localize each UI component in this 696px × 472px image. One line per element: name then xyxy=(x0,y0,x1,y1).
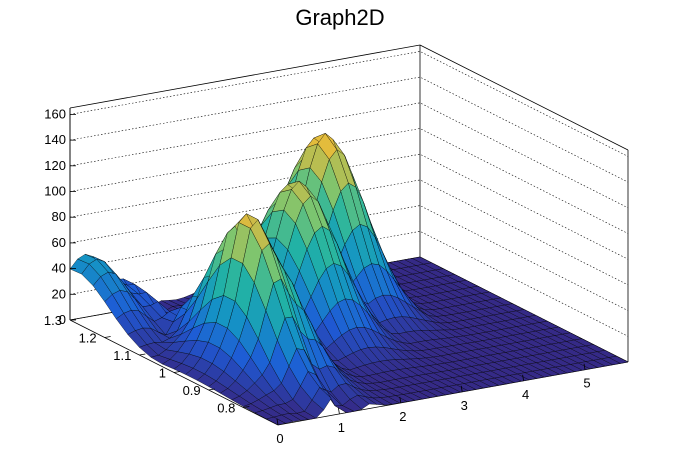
z-tick-label: 80 xyxy=(52,209,66,224)
y-tick xyxy=(173,371,181,373)
y-tick xyxy=(208,388,215,391)
x-tick-label: 2 xyxy=(399,409,406,424)
z-tick-label: 20 xyxy=(52,286,66,301)
z-tick-label: 140 xyxy=(44,132,66,147)
x-tick xyxy=(522,374,525,381)
y-tick-label: 1.1 xyxy=(113,348,131,363)
x-tick xyxy=(583,363,586,370)
surface-plot xyxy=(69,132,629,426)
chart-title: Graph2D xyxy=(295,5,384,30)
x-tick xyxy=(338,407,340,415)
y-tick-label: 0.8 xyxy=(217,401,235,416)
x-tick-label: 1 xyxy=(338,420,345,435)
surface-cell xyxy=(608,356,629,364)
x-tick-label: 4 xyxy=(522,387,529,402)
x-tick xyxy=(399,396,402,403)
y-tick-label: 1.2 xyxy=(79,331,97,346)
y-tick xyxy=(104,336,111,338)
z-axis: 0 20 40 60 80 100 120 140 160 xyxy=(44,106,76,327)
y-axis: 0.8 0.9 1 1.1 1.2 1.3 xyxy=(44,313,250,416)
x-tick xyxy=(460,385,463,392)
y-tick xyxy=(69,318,77,321)
y-tick-label: 0.9 xyxy=(183,383,201,398)
z-tick-label: 60 xyxy=(52,235,66,250)
z-tick-label: 0 xyxy=(59,312,66,327)
y-tick-label: 1 xyxy=(159,366,166,381)
x-tick-label: 5 xyxy=(583,376,590,391)
z-tick-label: 100 xyxy=(44,184,66,199)
x-tick-label: 3 xyxy=(461,398,468,413)
y-tick-label: 1.3 xyxy=(44,313,62,328)
x-axis: 0 1 2 3 4 5 xyxy=(276,363,591,446)
y-tick xyxy=(139,353,146,356)
z-tick-label: 40 xyxy=(52,261,66,276)
z-tick-label: 120 xyxy=(44,158,66,173)
x-tick-label: 0 xyxy=(276,431,283,446)
x-tick xyxy=(276,418,279,426)
z-gridline-8 xyxy=(69,51,629,157)
z-tick-label: 160 xyxy=(44,106,66,121)
y-tick xyxy=(243,406,250,408)
